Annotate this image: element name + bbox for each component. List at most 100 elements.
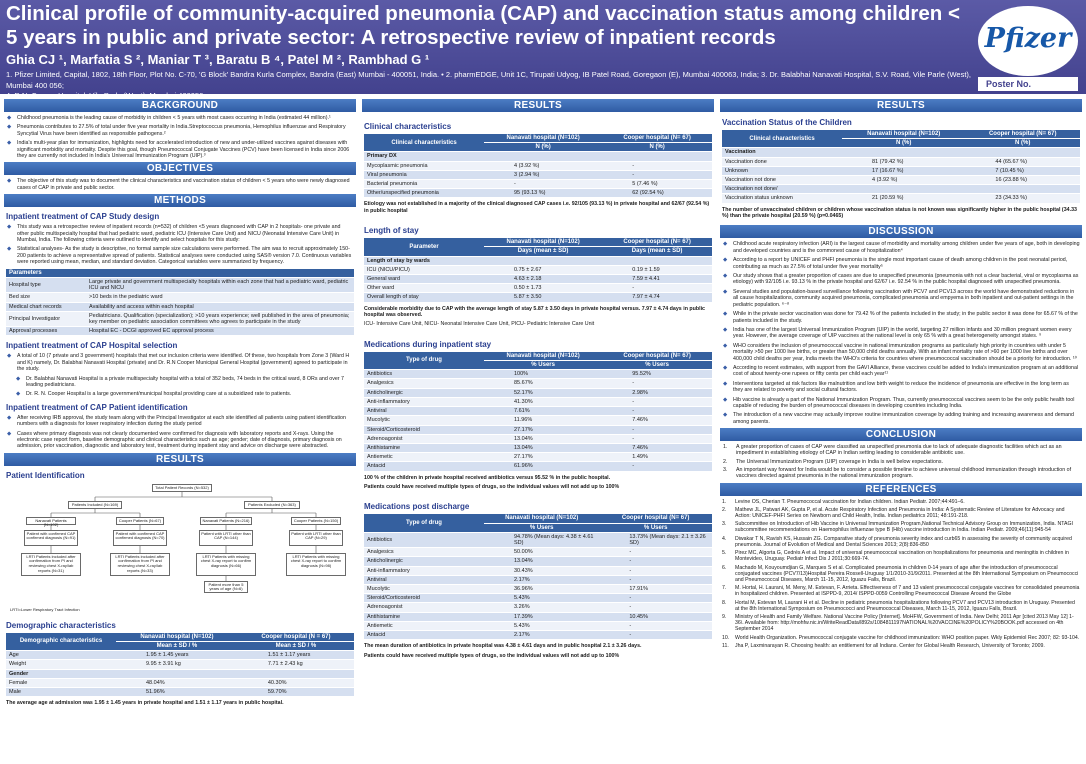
table-header-cell: Nanavati hospital (N=102) — [484, 238, 603, 248]
table-cell: Other/unspecified pneumonia — [364, 188, 484, 199]
conclusion-heading: CONCLUSION — [720, 428, 1082, 442]
item-text: A greater proportion of cases of CAP wer… — [736, 444, 1062, 457]
table-cell: Antiviral — [364, 575, 484, 585]
medications-title: Medications during inpatient stay — [364, 339, 492, 349]
table-cell: 0.19 ± 1.59 — [602, 265, 712, 276]
table-cell: 50.00% — [484, 547, 600, 558]
table-header-cell: Days (mean ± SD) — [484, 246, 603, 257]
table-header-cell: Type of drug — [364, 514, 484, 533]
item-text: Levine OS, Cherian T. Pneumococcal vacci… — [735, 498, 965, 505]
conc-item: 2. The Universal Immunization Program (UI… — [722, 459, 1080, 465]
disc-item: Our study shows that a greater proportio… — [722, 273, 1080, 286]
table-header-cell: Nanavati hospital (N=102) — [484, 351, 603, 362]
table-row: ICU (NICU/PICU) 0.75 ± 2.67 0.19 ± 1.59 — [364, 265, 712, 276]
table-row: Mucolytic 36.96% 17.91% — [364, 584, 712, 595]
table-cell: - — [599, 556, 712, 567]
vaccination-table: Clinical characteristics Nanavati hospita… — [722, 130, 1080, 204]
table-cell: Antibiotics — [364, 532, 484, 549]
table-row: Steroid/Corticosteroid 27.17% - — [364, 425, 712, 435]
table-cell: 13.04% — [484, 434, 603, 444]
table-cell: 2.17% — [484, 575, 600, 585]
table-cell: - — [599, 575, 712, 585]
table-cell: 62 (92.54 %) — [602, 188, 712, 199]
authors: Ghia CJ ¹, Marfatia S ², Maniar T ³, Bar… — [6, 52, 430, 67]
disc-item: According to a report by UNICEF and PHFI… — [722, 257, 1080, 270]
table-row: Mucolytic 11.96% 7.46% — [364, 415, 712, 426]
table-header-cell: Cooper hospital (N= 67) — [965, 130, 1080, 140]
table-header-cell — [86, 268, 354, 278]
table-cell: Anticholinergic — [364, 556, 484, 567]
los-footnote: ICU- Intensive Care Unit, NICU- Neonatal… — [364, 321, 595, 328]
item-text: The Universal Immunization Program (UIP)… — [736, 458, 943, 465]
table-cell: - — [599, 602, 712, 613]
table-header-cell: Days (mean ± SD) — [602, 246, 712, 257]
table-header-cell: Mean ± SD / % — [116, 641, 238, 652]
hospital-selection-title: Inpatient treatment of CAP Hospital sele… — [6, 341, 178, 351]
flow-box: Patient with LRTI other than CAP (N=144) — [199, 529, 253, 546]
discussion-section: Childhood acute respiratory infection (A… — [720, 238, 1082, 425]
flow-title: Patient Identification — [6, 470, 85, 480]
disc-item: The introduction of a new vaccine may ac… — [722, 412, 1080, 425]
table-cell: Length of stay by wards — [364, 256, 484, 266]
table-row: Anti-inflammatory 30.43% - — [364, 566, 712, 576]
table-cell: Vaccination done — [722, 157, 842, 167]
table-row: Vaccination not done/ — [722, 184, 1080, 195]
flow-footnote: LRTI=Lower Respiratory Tract Infection — [10, 606, 80, 612]
flow-box: Patient with confirmed CAP confirmed dia… — [24, 529, 78, 546]
table-cell: Anti-inflammatory — [364, 397, 484, 408]
table-cell: 7.61% — [484, 406, 603, 417]
flow-box: LRTI Patients with missing chest X-ray r… — [196, 552, 256, 576]
table-row: Antibiotics 94.78% (Mean days: 4.38 ± 4.6… — [364, 532, 712, 549]
table-row: Length of stay by wards — [364, 256, 712, 266]
table-header-cell: Nanavati hospital (N=102) — [842, 130, 966, 140]
table-cell: 51.96% — [116, 687, 238, 698]
los-body: Length of stay by wards ICU (NICU/PICU) 0.… — [364, 256, 712, 303]
table-header-cell: Nanavati hospital (N=102) — [484, 514, 600, 524]
table-cell: Bacterial pneumonia — [364, 179, 484, 190]
table-cell: Bed size — [6, 292, 86, 303]
results-middle-section: Clinical characteristics Clinical charac… — [362, 122, 714, 659]
vaccination-note: The number of unvaccinated children or c… — [722, 206, 1077, 220]
table-cell — [602, 256, 712, 266]
conc-item: 1. A greater proportion of cases of CAP w… — [722, 444, 1080, 457]
table-cell: 7 (10.45 %) — [965, 166, 1080, 177]
table-cell — [484, 256, 603, 266]
table-cell: - — [602, 378, 712, 389]
table-cell: 36.96% — [484, 584, 600, 595]
table-row: Antacid 61.96% - — [364, 461, 712, 472]
vaccination-section: Vaccination Status of the Children Clini… — [720, 118, 1082, 219]
table-cell — [965, 184, 1080, 195]
table-row: Viral pneumonia 3 (2.94 %) - — [364, 170, 712, 181]
demographic-body: Age 1.95 ± 1.45 years 1.51 ± 1.17 years Wei… — [6, 650, 354, 698]
background-section: Childhood pneumonia is the leading cause… — [4, 112, 356, 159]
table-cell: 4 (3.92 %) — [842, 175, 966, 186]
references-section: 1. Levine OS, Cherian T. Pneumococcal vac… — [720, 496, 1082, 649]
disc-item: Childhood acute respiratory infection (A… — [722, 241, 1080, 254]
affiliation-line: 4. R.N. Cooper Hospital, Vile Parle (Wes… — [6, 91, 206, 100]
medications-body: Antibiotics 100% 95.52% Analgesics 85.67% - An… — [364, 369, 712, 472]
ref-item: 6. Machado M, Kouyoumdjian G, Marques S e… — [722, 565, 1080, 584]
table-row: Steroid/Corticosteroid 5.43% - — [364, 593, 712, 604]
table-cell: Steroid/Corticosteroid — [364, 593, 484, 604]
table-row: Vaccination done 81 (79.42 %) 44 (65.67 %) — [722, 157, 1080, 167]
item-number: 8. — [722, 599, 727, 606]
item-text: World Health Organization. Pneumococcal … — [735, 634, 1080, 641]
flow-box-nanavati-excluded: Nanavati Patients (N=216) — [200, 516, 252, 525]
item-text: An important way forward for India would… — [736, 467, 1072, 480]
table-cell: Mucolytic — [364, 415, 484, 426]
table-cell: 16 (23.88 %) — [965, 175, 1080, 186]
ref-item: 10. World Health Organization. Pneumococc… — [722, 635, 1080, 641]
table-cell: Female — [6, 678, 116, 689]
background-item: Childhood pneumonia is the leading cause… — [6, 115, 354, 122]
selection-item: A total of 10 (7 private and 3 governmen… — [6, 353, 354, 372]
table-cell — [842, 184, 966, 195]
affiliations: 1. Pfizer Limited, Capital, 1802, 18th F… — [6, 70, 976, 102]
table-row: Analgesics 85.67% - — [364, 378, 712, 389]
poster-header: Clinical profile of community-acquired p… — [0, 0, 1086, 100]
item-number: 2. — [723, 458, 728, 465]
table-cell: Male — [6, 687, 116, 698]
table-cell: - — [602, 406, 712, 417]
discharge-table: Type of drug Nanavati hospital (N=102) Coo… — [364, 514, 712, 641]
table-row: Weight 9.95 ± 3.91 kg 7.71 ± 2.43 kg — [6, 659, 354, 670]
